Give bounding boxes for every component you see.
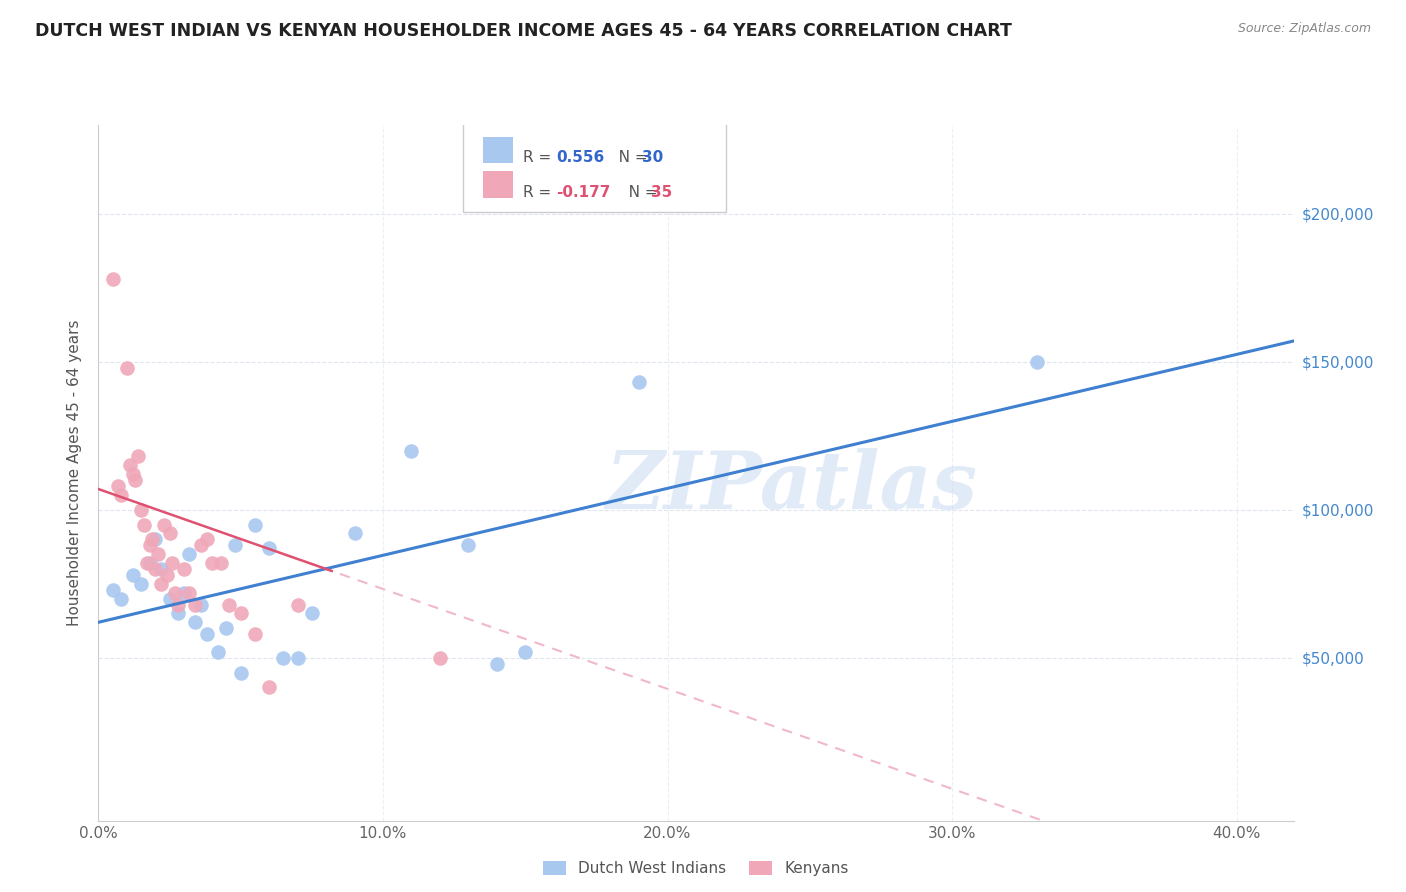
Point [301, 607, 323, 621]
Point [515, 645, 537, 659]
Point [129, 576, 152, 591]
Point [190, 538, 212, 552]
Point [143, 533, 166, 547]
Point [243, 517, 266, 532]
Point [179, 547, 201, 561]
Point [207, 645, 229, 659]
Point [215, 621, 238, 635]
Text: R =: R = [523, 185, 555, 200]
Point [107, 479, 129, 493]
Legend: Dutch West Indians, Kenyans: Dutch West Indians, Kenyans [537, 855, 855, 882]
Point [141, 533, 163, 547]
Point [110, 488, 132, 502]
Y-axis label: Householder Income Ages 45 - 64 years: Householder Income Ages 45 - 64 years [67, 319, 83, 626]
Text: N =: N = [613, 185, 662, 200]
Point [201, 556, 224, 570]
Point [150, 576, 173, 591]
Point [101, 272, 124, 286]
Point [485, 657, 508, 671]
Point [148, 547, 170, 561]
Point [195, 627, 218, 641]
Text: -0.177: -0.177 [557, 185, 610, 200]
Point [429, 650, 451, 665]
Point [287, 650, 309, 665]
Point [184, 615, 207, 630]
Point [229, 607, 252, 621]
Text: 35: 35 [651, 185, 672, 200]
Point [1026, 355, 1049, 369]
Point [229, 665, 252, 680]
Point [195, 533, 218, 547]
Point [110, 591, 132, 606]
Point [153, 517, 176, 532]
Point [209, 556, 232, 570]
Point [162, 556, 184, 570]
FancyBboxPatch shape [463, 121, 725, 212]
Text: N =: N = [605, 150, 652, 165]
Point [179, 585, 201, 599]
Point [143, 562, 166, 576]
Point [218, 598, 240, 612]
Point [132, 517, 155, 532]
Point [127, 450, 149, 464]
Point [150, 562, 173, 576]
Point [287, 598, 309, 612]
Point [257, 681, 280, 695]
Point [173, 585, 195, 599]
Point [224, 538, 246, 552]
FancyBboxPatch shape [484, 171, 513, 198]
Point [190, 598, 212, 612]
Text: 0.556: 0.556 [557, 150, 605, 165]
Point [129, 502, 152, 516]
Point [115, 360, 138, 375]
Text: 30: 30 [643, 150, 664, 165]
Text: Source: ZipAtlas.com: Source: ZipAtlas.com [1237, 22, 1371, 36]
Point [167, 607, 190, 621]
Point [401, 443, 423, 458]
Point [121, 568, 143, 582]
Point [257, 541, 280, 556]
Point [173, 562, 195, 576]
Point [457, 538, 479, 552]
Point [343, 526, 366, 541]
Point [138, 538, 160, 552]
Point [138, 556, 160, 570]
Text: DUTCH WEST INDIAN VS KENYAN HOUSEHOLDER INCOME AGES 45 - 64 YEARS CORRELATION CH: DUTCH WEST INDIAN VS KENYAN HOUSEHOLDER … [35, 22, 1012, 40]
Point [159, 591, 181, 606]
Point [118, 458, 141, 473]
FancyBboxPatch shape [484, 136, 513, 163]
Point [124, 473, 146, 487]
Point [159, 526, 181, 541]
Point [628, 376, 651, 390]
Text: R =: R = [523, 150, 555, 165]
Point [135, 556, 157, 570]
Text: ZIPatlas: ZIPatlas [606, 448, 977, 525]
Point [101, 582, 124, 597]
Point [167, 598, 190, 612]
Point [156, 568, 179, 582]
Point [243, 627, 266, 641]
Point [165, 585, 187, 599]
Point [121, 467, 143, 482]
Point [273, 650, 295, 665]
Point [184, 598, 207, 612]
